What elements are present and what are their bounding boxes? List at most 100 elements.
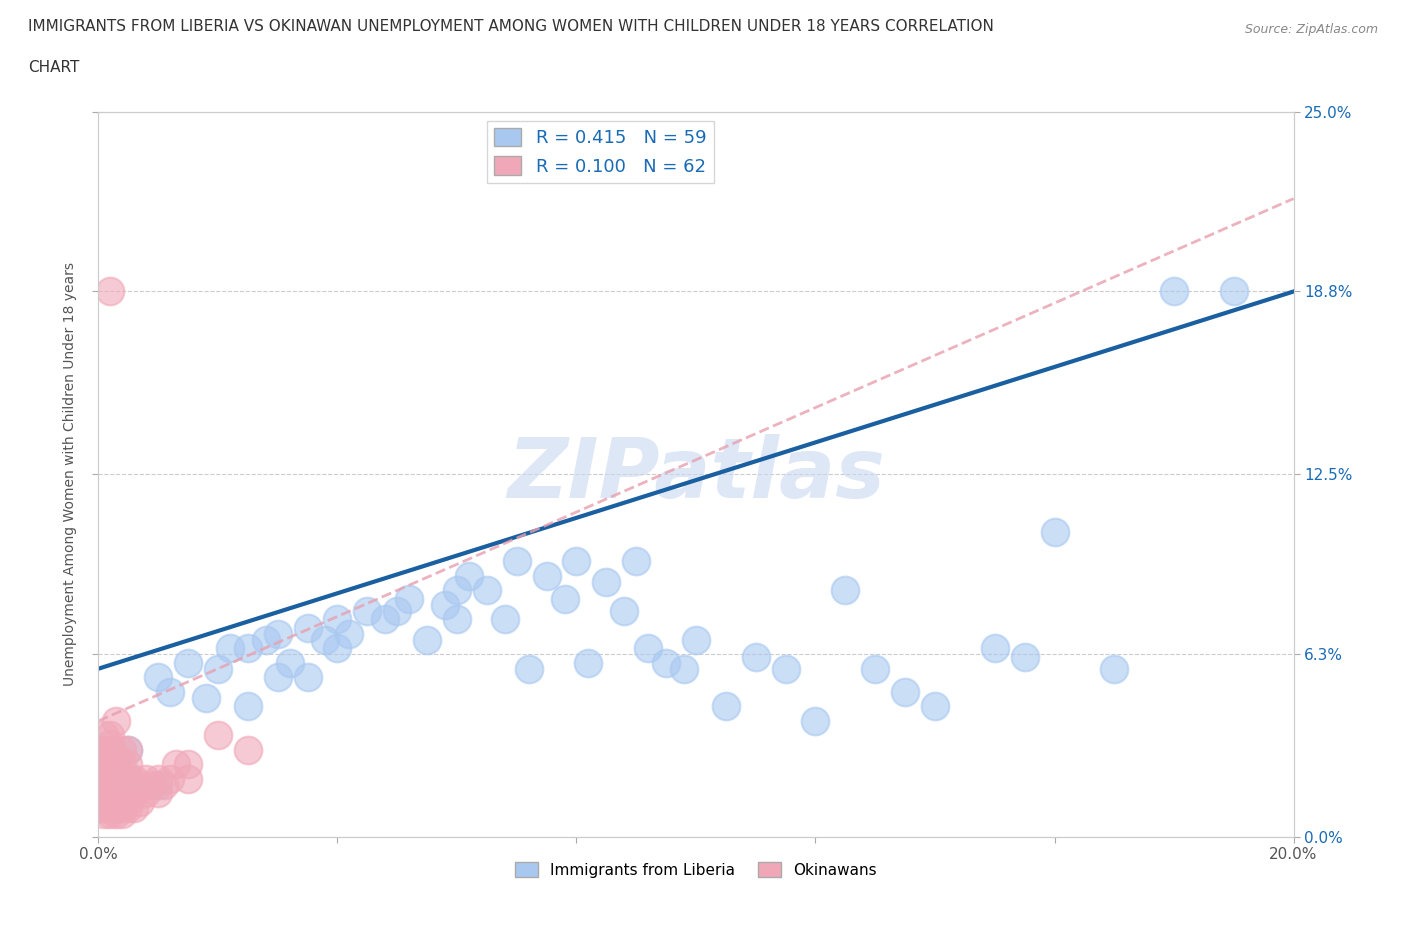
- Point: [93, 786, 115, 801]
- Point: [129, 795, 152, 810]
- Point: [159, 684, 181, 699]
- Point: [1014, 650, 1036, 665]
- Point: [804, 713, 827, 728]
- Point: [446, 583, 468, 598]
- Point: [195, 690, 218, 705]
- Point: [714, 699, 737, 714]
- Point: [834, 583, 856, 598]
- Point: [207, 661, 229, 676]
- Point: [90, 801, 112, 816]
- Point: [98, 728, 122, 743]
- Point: [165, 757, 187, 772]
- Point: [1163, 284, 1185, 299]
- Point: [93, 795, 115, 810]
- Text: CHART: CHART: [28, 60, 80, 75]
- Point: [267, 670, 290, 684]
- Point: [1104, 661, 1126, 676]
- Point: [613, 604, 636, 618]
- Point: [98, 742, 122, 757]
- Point: [458, 568, 481, 583]
- Point: [141, 777, 163, 792]
- Point: [159, 772, 181, 787]
- Point: [506, 554, 529, 569]
- Point: [135, 786, 157, 801]
- Point: [117, 795, 139, 810]
- Point: [655, 656, 678, 671]
- Text: ZIPatlas: ZIPatlas: [508, 433, 884, 515]
- Point: [565, 554, 588, 569]
- Point: [254, 632, 277, 647]
- Point: [894, 684, 917, 699]
- Point: [105, 786, 128, 801]
- Point: [124, 801, 146, 816]
- Point: [554, 591, 576, 606]
- Point: [374, 612, 396, 627]
- Point: [475, 583, 498, 598]
- Point: [446, 612, 468, 627]
- Point: [117, 801, 139, 816]
- Point: [117, 742, 139, 757]
- Point: [105, 713, 128, 728]
- Point: [148, 670, 170, 684]
- Point: [434, 597, 457, 612]
- Y-axis label: Unemployment Among Women with Children Under 18 years: Unemployment Among Women with Children U…: [63, 262, 77, 686]
- Point: [236, 699, 259, 714]
- Point: [111, 801, 134, 816]
- Point: [595, 574, 617, 589]
- Point: [236, 641, 259, 656]
- Point: [111, 772, 134, 787]
- Point: [117, 772, 139, 787]
- Point: [148, 772, 170, 787]
- Point: [117, 772, 139, 787]
- Legend: Immigrants from Liberia, Okinawans: Immigrants from Liberia, Okinawans: [509, 856, 883, 884]
- Point: [267, 627, 290, 642]
- Point: [315, 632, 337, 647]
- Point: [148, 777, 170, 792]
- Point: [105, 806, 128, 821]
- Point: [98, 801, 122, 816]
- Point: [98, 806, 122, 821]
- Point: [124, 786, 146, 801]
- Point: [124, 772, 146, 787]
- Point: [775, 661, 797, 676]
- Point: [90, 786, 112, 801]
- Point: [326, 612, 349, 627]
- Point: [98, 795, 122, 810]
- Point: [93, 757, 115, 772]
- Point: [93, 806, 115, 821]
- Text: Source: ZipAtlas.com: Source: ZipAtlas.com: [1244, 23, 1378, 36]
- Point: [111, 742, 134, 757]
- Point: [105, 757, 128, 772]
- Point: [177, 757, 200, 772]
- Point: [98, 765, 122, 780]
- Point: [91, 801, 114, 816]
- Point: [111, 786, 134, 801]
- Point: [98, 284, 122, 299]
- Point: [105, 772, 128, 787]
- Point: [105, 795, 128, 810]
- Point: [416, 632, 439, 647]
- Point: [1223, 284, 1246, 299]
- Point: [278, 656, 301, 671]
- Point: [105, 777, 128, 792]
- Point: [98, 749, 122, 764]
- Point: [111, 757, 134, 772]
- Point: [673, 661, 696, 676]
- Point: [536, 568, 558, 583]
- Point: [98, 757, 122, 772]
- Point: [207, 728, 229, 743]
- Point: [517, 661, 540, 676]
- Point: [117, 742, 139, 757]
- Text: IMMIGRANTS FROM LIBERIA VS OKINAWAN UNEMPLOYMENT AMONG WOMEN WITH CHILDREN UNDER: IMMIGRANTS FROM LIBERIA VS OKINAWAN UNEM…: [28, 19, 994, 33]
- Point: [135, 772, 157, 787]
- Point: [745, 650, 768, 665]
- Point: [177, 772, 200, 787]
- Point: [111, 795, 134, 810]
- Point: [385, 604, 409, 618]
- Point: [117, 757, 139, 772]
- Point: [98, 786, 122, 801]
- Point: [626, 554, 648, 569]
- Point: [984, 641, 1007, 656]
- Point: [297, 670, 319, 684]
- Point: [339, 627, 361, 642]
